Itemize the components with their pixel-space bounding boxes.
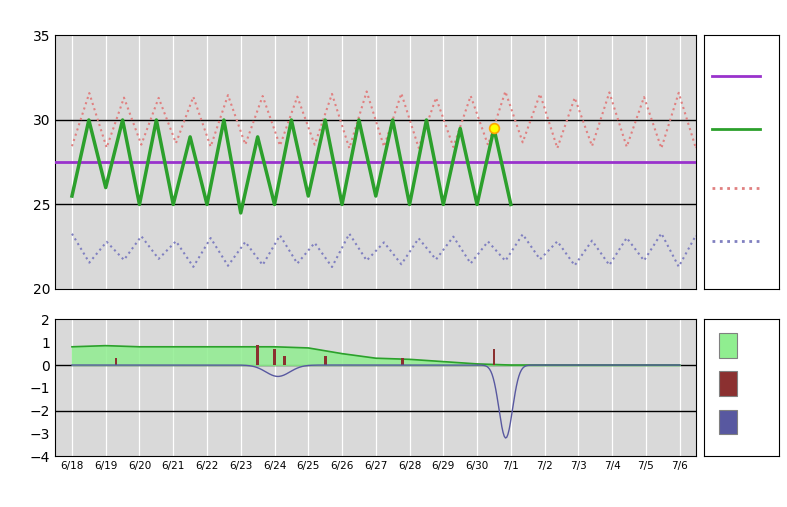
Bar xyxy=(719,410,737,434)
Bar xyxy=(273,349,276,365)
Bar xyxy=(719,372,737,396)
Bar xyxy=(401,358,405,365)
Bar xyxy=(719,333,737,358)
Bar xyxy=(493,349,495,365)
Bar xyxy=(257,345,259,365)
Bar xyxy=(283,356,286,365)
Bar xyxy=(323,356,327,365)
Bar xyxy=(114,358,117,365)
